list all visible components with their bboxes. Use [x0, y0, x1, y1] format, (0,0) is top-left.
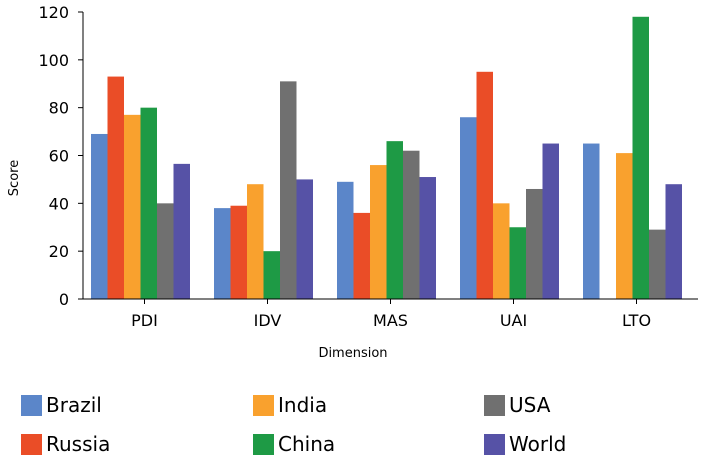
- bar-world-idv: [296, 179, 313, 299]
- bar-india-idv: [247, 184, 264, 299]
- y-axis-label: Score: [7, 160, 22, 196]
- bar-chart: 0 20 40 60 80 100 120 PDI IDV MAS UAI LTO Score Di…: [7, 3, 698, 361]
- bar-russia-pdi: [107, 76, 124, 299]
- bar-india-uai: [493, 203, 510, 299]
- x-tick-label: PDI: [131, 311, 158, 330]
- bar-china-idv: [263, 251, 280, 299]
- bar-brazil-idv: [214, 208, 231, 299]
- y-tick-label: 100: [38, 51, 69, 70]
- bar-brazil-pdi: [91, 133, 108, 299]
- y-ticks: 0 20 40 60 80 100 120: [38, 3, 83, 309]
- bar-world-lto: [665, 184, 682, 299]
- legend-swatch: [21, 394, 42, 416]
- bar-india-pdi: [124, 114, 141, 299]
- y-tick-label: 0: [59, 290, 69, 309]
- legend-label: China: [278, 432, 336, 456]
- bar-world-pdi: [173, 163, 190, 299]
- y-tick-label: 20: [49, 242, 69, 261]
- legend-swatch: [21, 433, 42, 455]
- y-tick-label: 80: [49, 99, 69, 118]
- legend-label: World: [509, 432, 567, 456]
- x-tick-label: IDV: [254, 311, 282, 330]
- x-tick-label: LTO: [622, 311, 651, 330]
- bar-china-mas: [386, 141, 403, 299]
- x-tick-label: MAS: [373, 311, 408, 330]
- bar-brazil-mas: [337, 181, 354, 299]
- bar-usa-idv: [280, 81, 297, 299]
- x-tick-label: UAI: [500, 311, 527, 330]
- bar-usa-mas: [403, 150, 420, 299]
- legend-item-world: World: [484, 432, 566, 456]
- bar-brazil-lto: [583, 143, 600, 299]
- y-tick-label: 40: [49, 194, 69, 213]
- legend-item-russia: Russia: [21, 432, 110, 456]
- legend-item-india: India: [253, 393, 327, 417]
- bar-china-lto: [632, 16, 649, 300]
- x-axis-label: Dimension: [318, 346, 387, 361]
- legend-item-usa: USA: [484, 393, 550, 417]
- bar-usa-uai: [526, 188, 543, 299]
- legend-item-china: China: [253, 432, 335, 456]
- bar-india-mas: [370, 165, 387, 299]
- legend-label: USA: [509, 393, 551, 417]
- bars-group: [91, 16, 682, 300]
- legend-label: Russia: [46, 432, 111, 456]
- y-tick-label: 120: [38, 3, 69, 22]
- bar-china-uai: [509, 227, 526, 299]
- bar-india-lto: [616, 153, 633, 299]
- legend-swatch: [253, 394, 274, 416]
- chart-legend: Brazil Russia India China USA World: [0, 386, 702, 459]
- bar-russia-idv: [230, 205, 247, 299]
- bar-world-mas: [419, 177, 436, 299]
- bar-usa-pdi: [157, 203, 174, 299]
- legend-swatch: [253, 433, 274, 455]
- x-ticks: PDI IDV MAS UAI LTO: [131, 299, 651, 330]
- bar-russia-mas: [353, 212, 370, 299]
- bar-brazil-uai: [460, 117, 477, 299]
- y-tick-label: 60: [49, 147, 69, 166]
- legend-label: Brazil: [46, 393, 102, 417]
- legend-label: India: [278, 393, 328, 417]
- bar-world-uai: [542, 143, 559, 299]
- bar-usa-lto: [649, 229, 666, 299]
- legend-item-brazil: Brazil: [21, 393, 102, 417]
- bar-china-pdi: [140, 107, 157, 300]
- legend-swatch: [484, 394, 505, 416]
- bar-russia-uai: [476, 71, 493, 300]
- legend-swatch: [484, 433, 505, 455]
